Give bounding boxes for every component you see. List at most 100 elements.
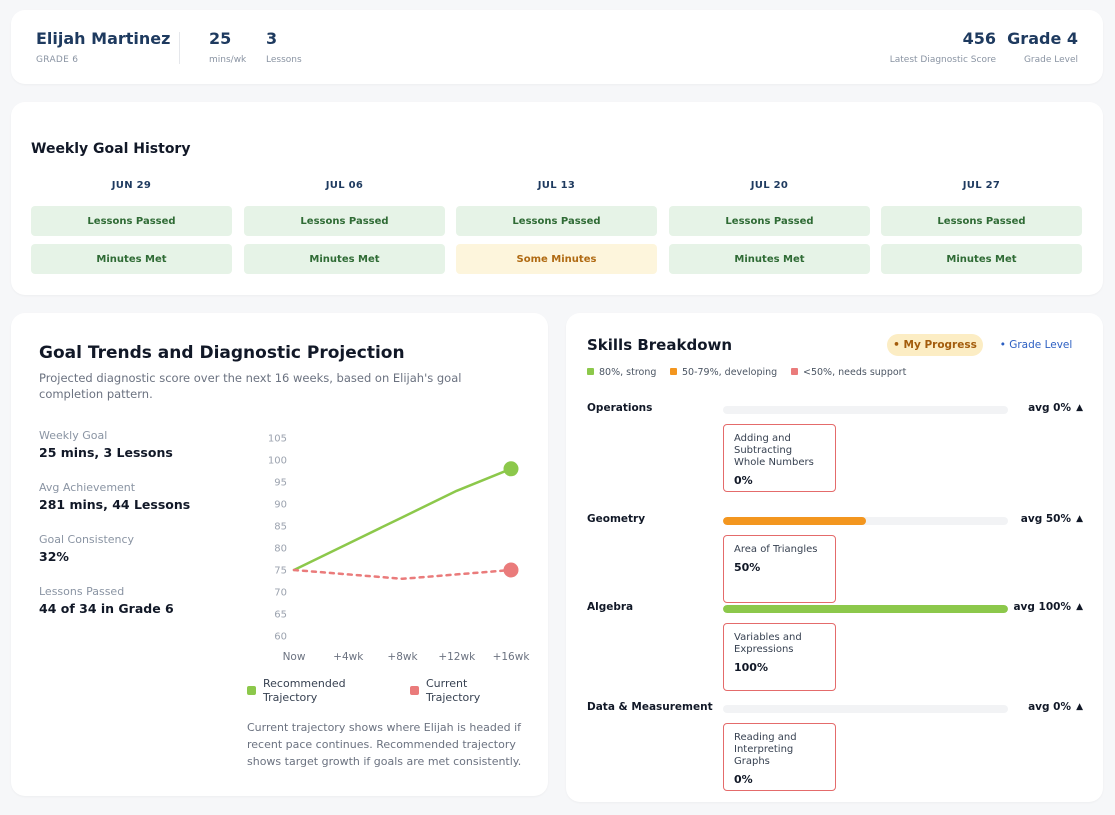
my-progress-toggle[interactable]: • My Progress	[887, 334, 983, 356]
skill-value: 0%	[734, 474, 753, 487]
legend-recommended: Recommended Trajectory	[247, 677, 373, 705]
key-label: 50-79%, developing	[682, 367, 778, 378]
grade-level-toggle[interactable]: • Grade Level	[999, 339, 1073, 351]
category-avg: avg 50%	[1020, 513, 1071, 525]
week-date: JUL 27	[962, 180, 1001, 191]
recommended-trajectory-line	[292, 467, 513, 572]
skill-card: Variables and Expressions 100%	[723, 623, 836, 691]
key-strong: 80%, strong	[587, 367, 656, 378]
category-progress-track	[723, 705, 1008, 713]
diagnostic-score-label: Latest Diagnostic Score	[889, 55, 996, 65]
weekly-goal-history: Weekly Goal History JUN 29 Lessons Passe…	[11, 102, 1103, 295]
lessons-goal-label: Lessons	[266, 55, 302, 65]
current-endpoint-marker	[503, 562, 519, 578]
chevron-up-icon[interactable]: ▲	[1076, 602, 1083, 612]
metric-label: Goal Consistency	[39, 533, 135, 546]
goal-trends-panel: Goal Trends and Diagnostic Projection Pr…	[11, 313, 548, 796]
metric-value: 44 of 34 in Grade 6	[39, 601, 174, 616]
lessons-status-pill: Lessons Passed	[669, 206, 870, 236]
skill-name: Area of Triangles	[734, 544, 818, 555]
lessons-goal-value: 3	[266, 29, 278, 48]
skills-breakdown-panel: Skills Breakdown • My Progress • Grade L…	[566, 313, 1103, 802]
history-title: Weekly Goal History	[31, 141, 191, 157]
trajectory-note: Current trajectory shows where Elijah is…	[247, 721, 522, 768]
student-name: Elijah Martinez	[36, 29, 171, 48]
metric-label: Avg Achievement	[39, 481, 136, 494]
y-tick-label: 80	[274, 544, 287, 555]
chevron-up-icon[interactable]: ▲	[1076, 702, 1083, 712]
minutes-status-pill: Minutes Met	[31, 244, 232, 274]
recommended-endpoint-marker	[503, 461, 519, 477]
current-trajectory-line	[292, 568, 513, 581]
x-tick-label: Now	[283, 651, 306, 663]
skill-value: 0%	[734, 773, 753, 786]
key-swatch-red	[791, 368, 798, 375]
y-tick-label: 70	[274, 588, 287, 599]
projection-chart: 60 65 70 75 80 85 90 95 100 105 Now +4wk +8wk +12wk +1…	[268, 434, 531, 664]
student-header: Elijah Martinez GRADE 6 25 mins/wk 3 Les…	[11, 10, 1103, 84]
key-swatch-green	[587, 368, 594, 375]
metric-label: Weekly Goal	[39, 429, 108, 442]
skill-card: Reading and Interpreting Graphs 0%	[723, 723, 836, 791]
category-progress-track	[723, 605, 1008, 613]
metric-label: Lessons Passed	[39, 585, 125, 598]
x-tick-label: +8wk	[387, 651, 418, 663]
legend-label: Current Trajectory	[426, 677, 481, 704]
category-avg: avg 0%	[1028, 402, 1071, 414]
x-tick-label: +12wk	[438, 651, 476, 663]
metric-avg-achievement: Avg Achievement 281 mins, 44 Lessons	[39, 481, 190, 512]
trends-subtitle: Projected diagnostic score over the next…	[39, 371, 462, 401]
key-swatch-orange	[670, 368, 677, 375]
category-progress-fill	[723, 605, 1008, 613]
y-tick-label: 60	[274, 632, 287, 643]
skills-title: Skills Breakdown	[587, 336, 733, 354]
week-column: JUN 29 Lessons Passed Minutes Met	[31, 180, 232, 274]
week-column: JUL 06 Lessons Passed Minutes Met	[244, 180, 445, 274]
week-date: JUN 29	[111, 180, 152, 191]
legend-current: Current Trajectory	[410, 677, 496, 705]
chevron-up-icon[interactable]: ▲	[1076, 403, 1083, 413]
lessons-status-pill: Lessons Passed	[31, 206, 232, 236]
week-date: JUL 13	[537, 180, 576, 191]
week-column: JUL 20 Lessons Passed Minutes Met	[669, 180, 870, 274]
key-label: 80%, strong	[599, 367, 657, 378]
skill-name: Adding and Subtracting Whole Numbers	[734, 433, 814, 468]
header-divider	[179, 32, 180, 64]
skill-name: Reading and Interpreting Graphs	[734, 732, 797, 767]
skill-name: Variables and Expressions	[734, 632, 802, 655]
minutes-status-pill: Minutes Met	[881, 244, 1082, 274]
legend-swatch-red	[410, 686, 419, 695]
legend-swatch-green	[247, 686, 256, 695]
skill-value: 50%	[734, 561, 761, 574]
key-developing: 50-79%, developing	[670, 367, 777, 378]
minutes-status-pill: Minutes Met	[244, 244, 445, 274]
y-tick-label: 75	[274, 566, 287, 577]
y-tick-label: 100	[268, 456, 287, 467]
minutes-status-pill: Some Minutes	[456, 244, 657, 274]
week-date: JUL 06	[325, 180, 364, 191]
grade-level-value: Grade 4	[1007, 29, 1078, 48]
lessons-status-pill: Lessons Passed	[244, 206, 445, 236]
category-progress-track	[723, 406, 1008, 414]
trends-title: Goal Trends and Diagnostic Projection	[39, 343, 405, 363]
skill-value: 100%	[734, 661, 768, 674]
weekly-minutes-goal-label: mins/wk	[209, 55, 247, 65]
student-grade: GRADE 6	[36, 55, 79, 65]
category-name: Geometry	[587, 513, 646, 525]
weekly-minutes-goal-value: 25	[209, 29, 232, 48]
week-column: JUL 27 Lessons Passed Minutes Met	[881, 180, 1082, 274]
metric-weekly-goal: Weekly Goal 25 mins, 3 Lessons	[39, 429, 173, 460]
category-avg: avg 0%	[1028, 701, 1071, 713]
week-date: JUL 20	[750, 180, 789, 191]
category-progress-track	[723, 517, 1008, 525]
metric-goal-consistency: Goal Consistency 32%	[39, 533, 134, 564]
category-progress-fill	[723, 517, 866, 525]
minutes-status-pill: Minutes Met	[669, 244, 870, 274]
x-tick-label: +16wk	[493, 651, 531, 663]
metric-lessons-passed: Lessons Passed 44 of 34 in Grade 6	[39, 585, 174, 616]
chevron-up-icon[interactable]: ▲	[1076, 514, 1083, 524]
diagnostic-score-value: 456	[962, 29, 996, 48]
skill-card: Area of Triangles 50%	[723, 535, 836, 603]
metric-value: 25 mins, 3 Lessons	[39, 445, 173, 460]
category-name: Operations	[587, 402, 653, 414]
